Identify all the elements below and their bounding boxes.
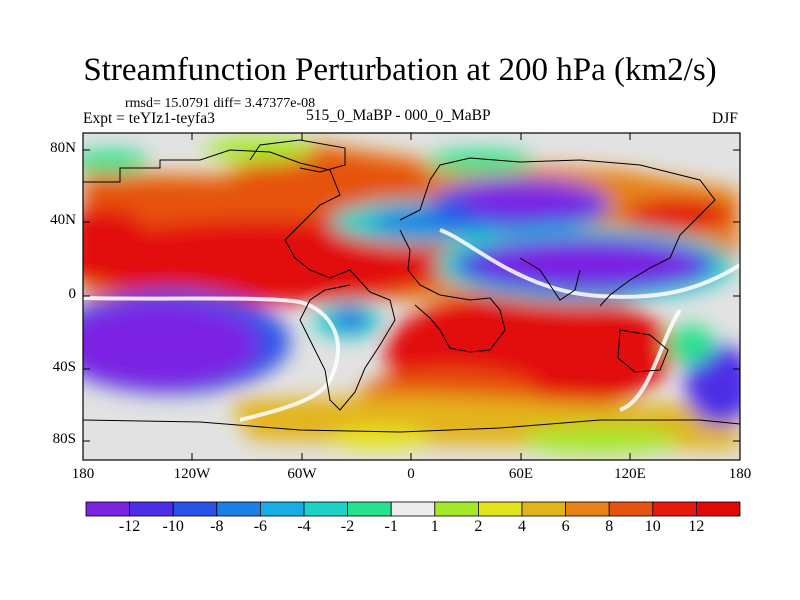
x-tick-label: 0 bbox=[407, 466, 415, 482]
case-label: 515_0_MaBP - 000_0_MaBP bbox=[306, 107, 491, 124]
colorbar-label: -6 bbox=[253, 518, 268, 535]
y-tick-label: 80N bbox=[50, 140, 76, 156]
colorbar-label: -1 bbox=[384, 518, 398, 535]
x-tick-label: 120W bbox=[173, 466, 211, 482]
colorbar-swatch bbox=[521, 501, 566, 517]
y-tick-label: 40S bbox=[52, 359, 76, 375]
colorbar-label: 6 bbox=[561, 518, 570, 535]
y-tick-label: 80S bbox=[52, 431, 76, 447]
contour-fill bbox=[83, 133, 740, 460]
x-tick-label: 60E bbox=[508, 466, 534, 482]
x-tick-label: 180 bbox=[71, 466, 95, 482]
plot-title: Streamfunction Perturbation at 200 hPa (… bbox=[83, 52, 717, 88]
colorbar-swatch bbox=[434, 501, 479, 517]
colorbar-swatch bbox=[608, 501, 654, 517]
x-tick-label: 180 bbox=[728, 466, 752, 482]
colorbar-swatch bbox=[172, 501, 218, 517]
colorbar-swatch bbox=[347, 501, 392, 517]
colorbar-label: 1 bbox=[430, 518, 439, 535]
colorbar-swatch bbox=[129, 501, 174, 517]
coastlines bbox=[83, 139, 740, 433]
colorbar-label: 8 bbox=[605, 518, 614, 535]
x-tick-label: 60W bbox=[287, 466, 317, 482]
colorbar-label: 4 bbox=[518, 518, 526, 535]
colorbar-swatch bbox=[303, 501, 348, 517]
colorbar-swatch bbox=[696, 501, 741, 517]
colorbar-swatch bbox=[565, 501, 610, 517]
colorbar-swatch bbox=[390, 501, 436, 517]
colorbar-swatch bbox=[259, 501, 305, 517]
colorbar-swatch bbox=[85, 501, 130, 517]
stats-label: rmsd= 15.0791 diff= 3.47377e-08 bbox=[125, 96, 316, 111]
colorbar-label: 10 bbox=[644, 518, 661, 535]
colorbar-label: -10 bbox=[162, 518, 184, 535]
season-label: DJF bbox=[712, 110, 738, 127]
colorbar-label: -2 bbox=[340, 518, 355, 535]
colorbar-swatch bbox=[652, 501, 697, 517]
axis-ticks bbox=[83, 133, 740, 460]
colorbar-label: -4 bbox=[297, 518, 311, 535]
colorbar-label: 2 bbox=[474, 518, 483, 535]
y-tick-label: 40N bbox=[50, 212, 76, 228]
colorbar-label: -8 bbox=[210, 518, 224, 535]
colorbar-swatch bbox=[216, 501, 261, 517]
colorbar-label: 12 bbox=[688, 518, 705, 535]
colorbar-label: -12 bbox=[118, 518, 141, 535]
colorbar bbox=[85, 501, 741, 517]
y-tick-label: 0 bbox=[68, 286, 77, 302]
x-tick-label: 120E bbox=[614, 466, 646, 482]
experiment-label: Expt = teYIz1-teyfa3 bbox=[83, 110, 215, 127]
colorbar-swatch bbox=[477, 501, 523, 517]
